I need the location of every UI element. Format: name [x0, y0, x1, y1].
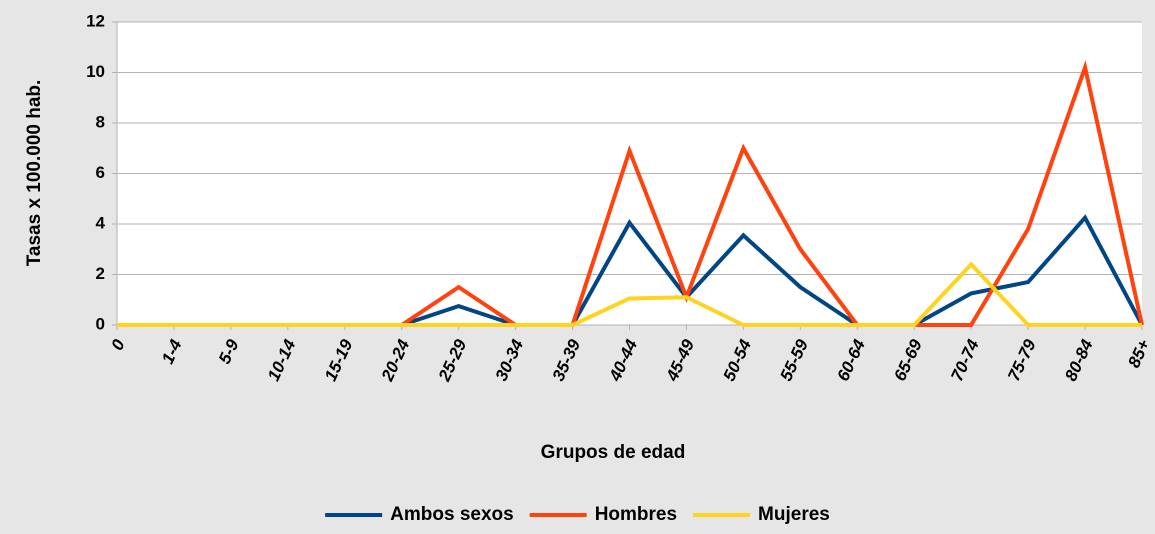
- y-tick-label: 12: [86, 11, 105, 30]
- y-tick-label: 10: [86, 62, 105, 81]
- x-tick-label: 60-64: [833, 336, 869, 384]
- x-tick-label: 55-59: [776, 336, 812, 384]
- x-tick-label: 20-24: [377, 336, 413, 385]
- y-tick-label: 4: [96, 213, 106, 232]
- x-tick-label: 50-54: [719, 336, 755, 384]
- x-tick-label: 5-9: [215, 336, 243, 367]
- legend-label: Ambos sexos: [390, 504, 514, 525]
- y-tick-label: 2: [96, 264, 105, 283]
- y-axis-label: Tasas x 100.000 hab.: [24, 80, 45, 267]
- x-tick-label: 80-84: [1061, 336, 1097, 384]
- x-tick-label: 35-39: [549, 336, 585, 384]
- y-tick-label: 8: [96, 112, 105, 131]
- x-tick-label: 70-74: [947, 336, 983, 384]
- y-tick-label: 6: [96, 163, 105, 182]
- x-tick-label: 0: [107, 336, 128, 353]
- legend-label: Hombres: [595, 504, 677, 525]
- x-tick-label: 45-49: [662, 336, 698, 385]
- x-tick-label: 10-14: [264, 336, 300, 384]
- y-tick-label: 0: [96, 314, 105, 333]
- legend-label: Mujeres: [758, 504, 830, 525]
- x-tick-label: 30-34: [492, 336, 528, 384]
- x-tick-label: 40-44: [605, 336, 641, 385]
- x-tick-label: 25-29: [434, 336, 470, 385]
- x-tick-label: 85+: [1124, 336, 1153, 370]
- x-tick-label: 65-69: [890, 336, 926, 384]
- x-tick-label: 75-79: [1004, 336, 1040, 384]
- x-tick-label: 15-19: [321, 336, 357, 384]
- x-axis-label: Grupos de edad: [541, 442, 686, 463]
- x-tick-label: 1-4: [158, 336, 186, 367]
- series-line: [117, 261, 1142, 327]
